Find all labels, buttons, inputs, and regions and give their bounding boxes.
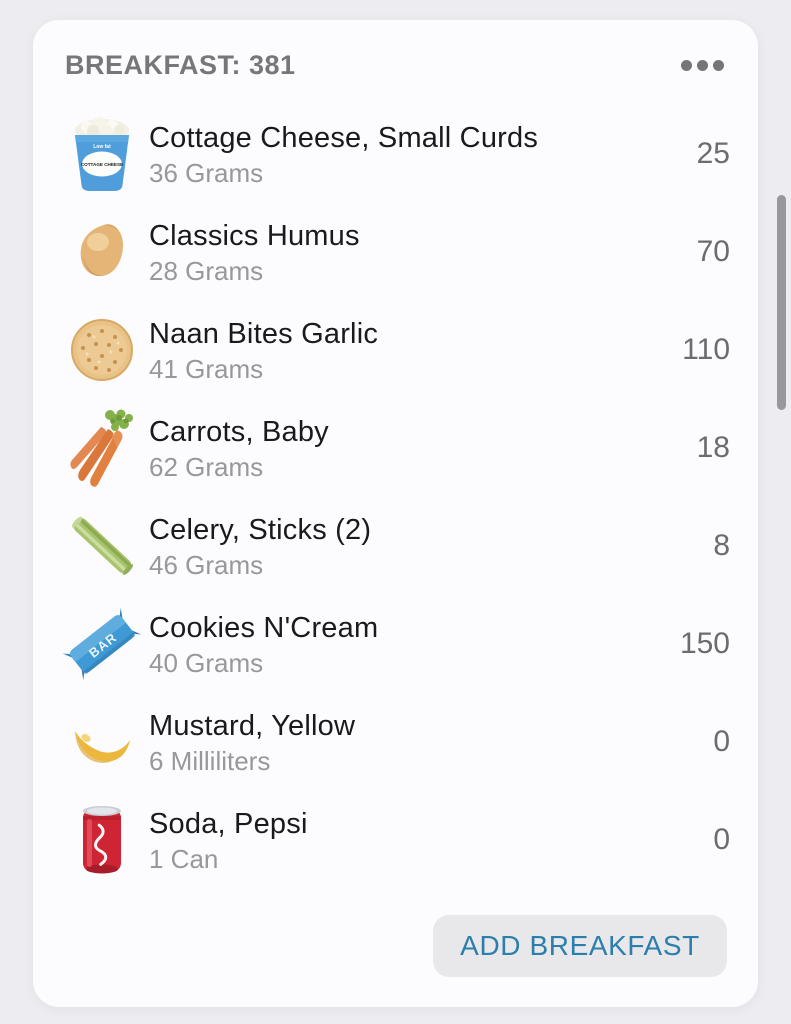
food-calories: 8 <box>713 529 730 562</box>
food-name: Naan Bites Garlic <box>149 317 379 350</box>
food-calories: 70 <box>696 235 730 268</box>
cracker-icon <box>63 304 141 396</box>
ellipsis-menu-icon[interactable] <box>681 56 724 75</box>
food-name: Celery, Sticks (2) <box>149 513 372 546</box>
chickpea-icon <box>63 206 141 298</box>
food-item-row[interactable]: Low fat COTTAGE CHEESE Cottage Cheese, S… <box>33 105 758 203</box>
food-calories: 150 <box>679 627 730 660</box>
food-calories: 0 <box>713 725 730 758</box>
carrots-icon <box>63 402 141 494</box>
food-quantity: 46 Grams <box>149 549 264 580</box>
food-item-row[interactable]: BAR Cookies N'Cream 40 Grams 150 <box>33 595 758 693</box>
cottage-cheese-tub-icon: Low fat COTTAGE CHEESE <box>63 108 141 200</box>
food-quantity: 36 Grams <box>149 157 264 188</box>
food-item-row[interactable]: Celery, Sticks (2) 46 Grams 8 <box>33 497 758 595</box>
food-quantity: 40 Grams <box>149 647 264 678</box>
soda-can-icon <box>63 794 141 886</box>
food-name: Cottage Cheese, Small Curds <box>149 121 539 154</box>
food-calories: 110 <box>682 333 730 366</box>
food-item-row[interactable]: Naan Bites Garlic 41 Grams 110 <box>33 301 758 399</box>
food-calories: 25 <box>696 137 730 170</box>
mustard-icon <box>63 696 141 788</box>
food-item-row[interactable]: Soda, Pepsi 1 Can 0 <box>33 791 758 889</box>
food-item-row[interactable]: Mustard, Yellow 6 Milliliters 0 <box>33 693 758 791</box>
protein-bar-icon: BAR <box>63 598 141 690</box>
food-list: Low fat COTTAGE CHEESE Cottage Cheese, S… <box>33 105 758 889</box>
food-item-row[interactable]: Carrots, Baby 62 Grams 18 <box>33 399 758 497</box>
food-calories: 0 <box>713 823 730 856</box>
food-name: Carrots, Baby <box>149 415 329 448</box>
svg-text:COTTAGE CHEESE: COTTAGE CHEESE <box>81 162 123 167</box>
food-name: Soda, Pepsi <box>149 807 308 840</box>
food-name: Classics Humus <box>149 219 360 252</box>
celery-stick-icon <box>63 500 141 592</box>
food-name: Cookies N'Cream <box>149 611 379 644</box>
food-calories: 18 <box>696 431 730 464</box>
food-item-row[interactable]: Classics Humus 28 Grams 70 <box>33 203 758 301</box>
food-name: Mustard, Yellow <box>149 709 356 742</box>
svg-text:Low fat: Low fat <box>93 144 111 150</box>
food-quantity: 62 Grams <box>149 451 264 482</box>
scrollbar-thumb[interactable] <box>777 195 786 410</box>
food-quantity: 1 Can <box>149 843 219 874</box>
breakfast-card: BREAKFAST: 381 Low fat COTTAGE CHEESE Co… <box>33 20 758 1007</box>
food-quantity: 6 Milliliters <box>149 745 271 776</box>
food-quantity: 28 Grams <box>149 255 264 286</box>
meal-title: BREAKFAST: 381 <box>65 50 296 80</box>
card-header: BREAKFAST: 381 <box>33 20 758 105</box>
food-quantity: 41 Grams <box>149 353 264 384</box>
add-breakfast-button[interactable]: ADD BREAKFAST <box>433 915 727 977</box>
